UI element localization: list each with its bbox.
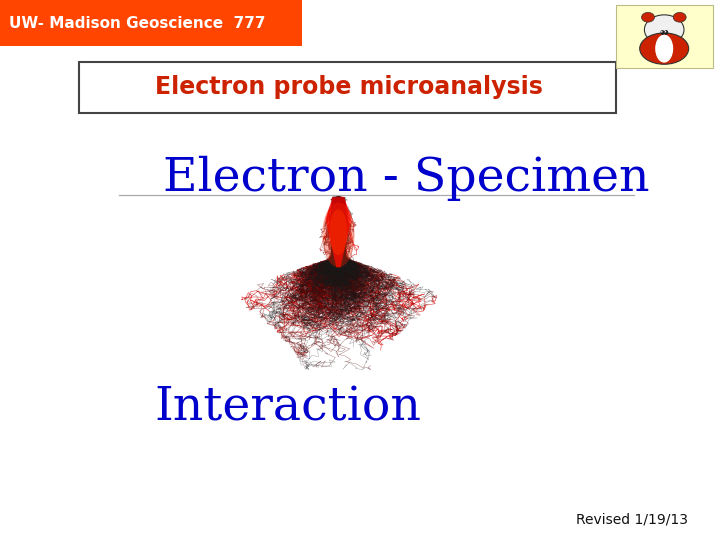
FancyBboxPatch shape xyxy=(79,62,616,113)
Ellipse shape xyxy=(329,209,347,255)
Ellipse shape xyxy=(642,12,654,22)
Ellipse shape xyxy=(673,12,686,22)
Text: Revised 1/19/13: Revised 1/19/13 xyxy=(575,512,688,526)
Ellipse shape xyxy=(640,33,689,64)
FancyBboxPatch shape xyxy=(0,0,302,46)
Ellipse shape xyxy=(655,35,673,63)
FancyBboxPatch shape xyxy=(616,5,713,68)
Polygon shape xyxy=(325,197,351,267)
Text: ◕◕: ◕◕ xyxy=(660,30,669,36)
Text: Interaction: Interaction xyxy=(155,385,421,430)
Ellipse shape xyxy=(644,15,684,45)
Ellipse shape xyxy=(323,202,354,267)
Text: Electron probe microanalysis: Electron probe microanalysis xyxy=(156,76,543,99)
Text: Electron - Specimen: Electron - Specimen xyxy=(163,156,650,201)
Text: UW- Madison Geoscience  777: UW- Madison Geoscience 777 xyxy=(9,16,266,31)
